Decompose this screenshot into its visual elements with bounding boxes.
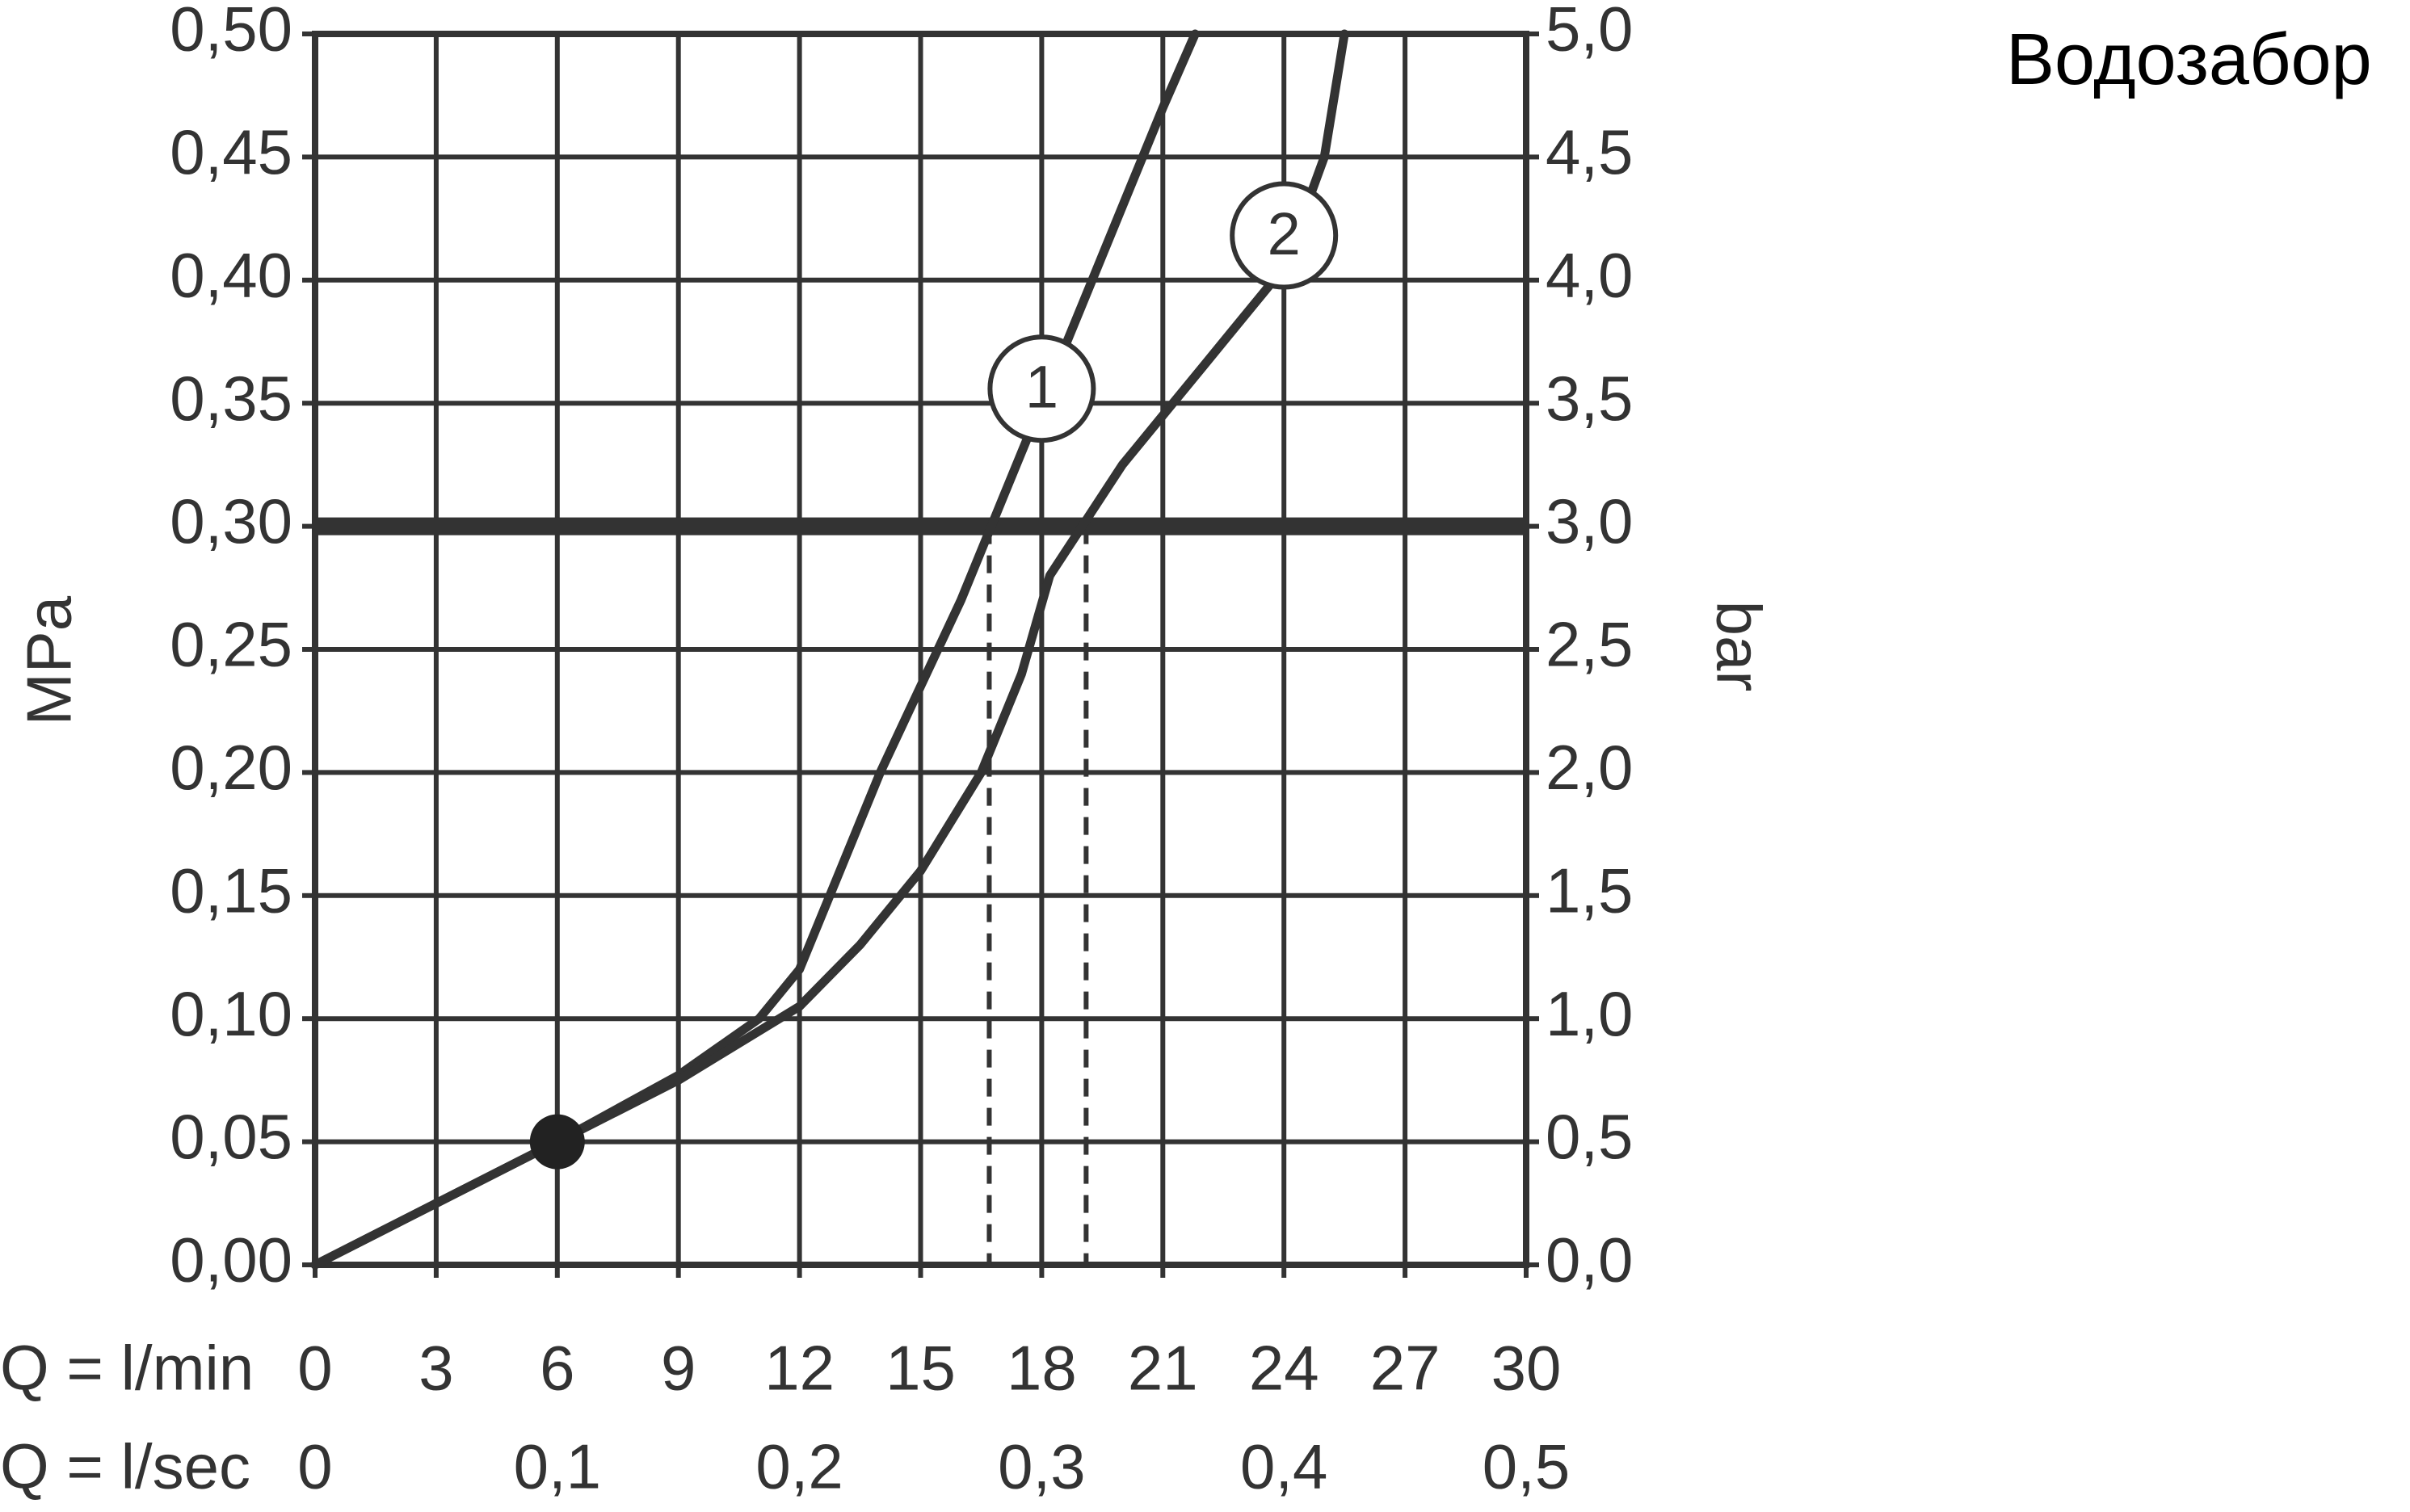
y-tick-label: 0,50 [170, 0, 292, 65]
y2-tick-label: 1,5 [1546, 855, 1633, 926]
y-axis-label: MPa [14, 595, 85, 725]
x2-tick-label: 0,5 [1483, 1431, 1570, 1502]
x-axis-label: Q = l/min [0, 1333, 254, 1404]
series-label: 2 [1268, 200, 1301, 267]
x2-tick-label: 0,4 [1240, 1431, 1327, 1502]
y-tick-label: 0,10 [170, 978, 292, 1049]
x-tick-label: 30 [1491, 1333, 1562, 1404]
y-tick-label: 0,30 [170, 485, 292, 556]
x-tick-label: 3 [418, 1333, 453, 1404]
x-tick-label: 12 [764, 1333, 835, 1404]
y-tick-label: 0,25 [170, 609, 292, 680]
y-tick-label: 0,15 [170, 855, 292, 926]
chart-title: Водозабор [2006, 19, 2372, 100]
x-tick-label: 24 [1249, 1333, 1319, 1404]
marker-dot [529, 1114, 585, 1170]
x-tick-label: 0 [297, 1333, 332, 1404]
x2-tick-label: 0,3 [998, 1431, 1085, 1502]
x2-tick-label: 0,2 [755, 1431, 843, 1502]
x2-axis-label: Q = l/sec [0, 1431, 250, 1502]
y2-tick-label: 4,0 [1546, 239, 1633, 310]
series-label: 1 [1025, 354, 1058, 421]
y2-tick-label: 1,0 [1546, 978, 1633, 1049]
y-tick-label: 0,45 [170, 116, 292, 187]
y2-tick-label: 0,0 [1546, 1224, 1633, 1296]
y-tick-label: 0,35 [170, 363, 292, 434]
y-tick-label: 0,00 [170, 1224, 292, 1296]
x-tick-label: 15 [885, 1333, 956, 1404]
y2-tick-label: 3,0 [1546, 485, 1633, 556]
x-tick-label: 6 [540, 1333, 574, 1404]
series-label-circle [1230, 181, 1339, 290]
x-tick-label: 18 [1007, 1333, 1077, 1404]
y2-tick-label: 0,5 [1546, 1101, 1633, 1172]
y-tick-label: 0,20 [170, 732, 292, 803]
x2-tick-label: 0 [297, 1431, 332, 1502]
x-tick-label: 21 [1128, 1333, 1198, 1404]
y2-tick-label: 2,0 [1546, 732, 1633, 803]
y2-axis-label: bar [1703, 601, 1774, 692]
y2-tick-label: 5,0 [1546, 0, 1633, 65]
y2-tick-label: 2,5 [1546, 609, 1633, 680]
x-tick-label: 27 [1370, 1333, 1441, 1404]
y-tick-label: 0,40 [170, 239, 292, 310]
x-tick-label: 9 [661, 1333, 696, 1404]
y-tick-label: 0,05 [170, 1101, 292, 1172]
series-label-circle [987, 334, 1096, 443]
plot-frame [312, 31, 1529, 1268]
y2-tick-label: 3,5 [1546, 363, 1633, 434]
series-line [310, 29, 1349, 1270]
x2-tick-label: 0,1 [514, 1431, 601, 1502]
y2-tick-label: 4,5 [1546, 116, 1633, 187]
